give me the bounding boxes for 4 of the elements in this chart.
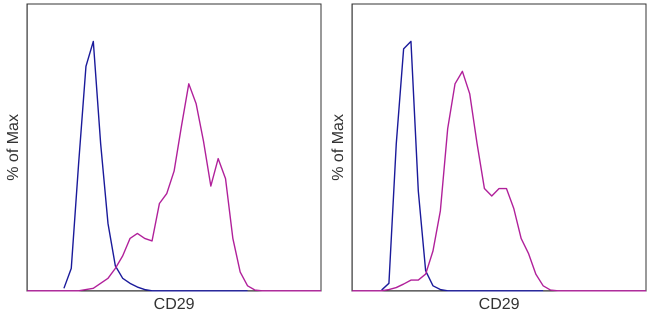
y-axis-title: % of Max bbox=[330, 114, 348, 181]
x-axis-title: CD29 bbox=[478, 296, 520, 313]
y-axis-title: % of Max bbox=[5, 114, 22, 181]
x-axis-title: CD29 bbox=[154, 296, 195, 313]
